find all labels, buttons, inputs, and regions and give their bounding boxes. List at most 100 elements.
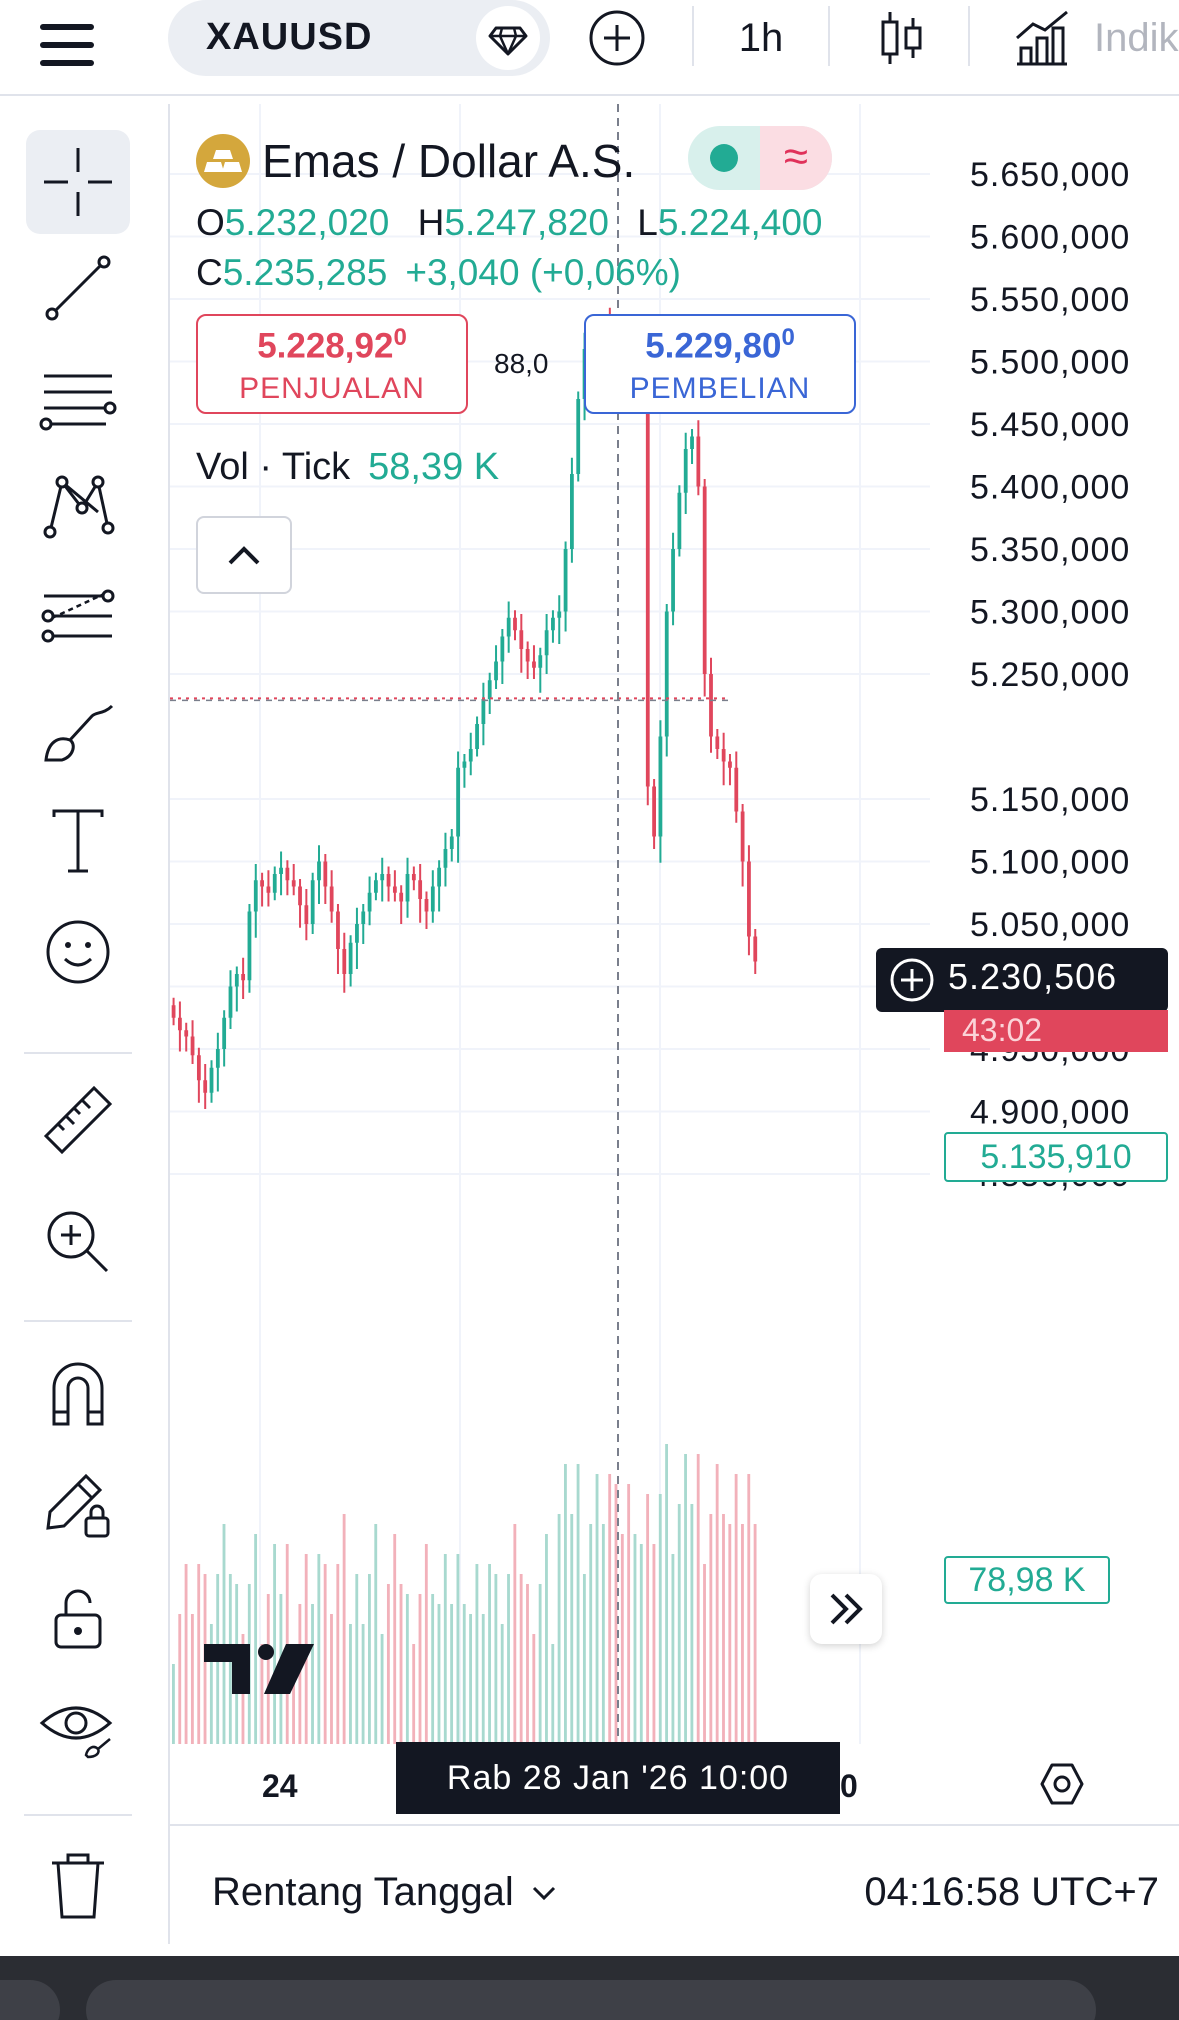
volume-bar xyxy=(684,1454,687,1744)
unlock-icon[interactable] xyxy=(26,1566,130,1670)
candle-body xyxy=(310,880,315,924)
high-value: 5.247,820 xyxy=(444,202,610,243)
hamburger-menu-icon[interactable] xyxy=(40,10,120,80)
candle-body xyxy=(557,611,562,618)
pattern-tool-icon[interactable] xyxy=(26,454,130,558)
candle-body xyxy=(285,867,290,881)
toolbar-divider xyxy=(24,1814,132,1816)
volume-label: Vol · Tick xyxy=(196,446,351,488)
candle-body xyxy=(304,905,309,924)
scroll-to-realtime-button[interactable] xyxy=(810,1574,882,1644)
volume-bar xyxy=(254,1534,258,1744)
chart-area[interactable]: 5.650,000 5.600,000 5.550,000 5.500,000 5.45… xyxy=(168,104,1179,1944)
candle-body xyxy=(563,549,568,612)
interval-button[interactable]: 1h xyxy=(738,15,784,60)
candle-body xyxy=(487,680,492,699)
price-marker-badge: 5.135,910 xyxy=(944,1132,1168,1182)
candle-body xyxy=(228,986,233,1018)
tradingview-logo-icon[interactable] xyxy=(204,1644,336,1699)
candles-chart-type-icon[interactable] xyxy=(870,6,934,70)
candle-body xyxy=(570,474,574,549)
trash-icon[interactable] xyxy=(26,1834,130,1938)
volume-bar xyxy=(330,1614,333,1744)
candle-body xyxy=(253,880,258,912)
candle-body xyxy=(456,767,460,837)
text-tool-icon[interactable] xyxy=(26,790,130,894)
price-tick-label: 5.600,000 xyxy=(970,219,1130,257)
volume-bar xyxy=(639,1544,643,1744)
volume-bar xyxy=(368,1574,371,1744)
volume-bar xyxy=(399,1584,403,1744)
horizontal-lines-icon[interactable] xyxy=(26,350,130,454)
candle-body xyxy=(513,617,517,631)
brush-icon[interactable] xyxy=(26,678,130,782)
change-value: +3,040 (+0,06%) xyxy=(405,252,681,293)
volume-bar xyxy=(178,1614,182,1744)
volume-bar xyxy=(722,1514,725,1744)
candle-body xyxy=(178,1017,182,1031)
emoji-icon[interactable] xyxy=(26,900,130,1004)
candle-body xyxy=(430,886,435,912)
candle-body xyxy=(323,861,328,887)
price-tick-label: 4.900,000 xyxy=(970,1094,1130,1132)
crosshair-icon[interactable] xyxy=(26,130,130,234)
volume-bar xyxy=(627,1484,631,1744)
trend-line-icon[interactable] xyxy=(26,236,130,340)
top-toolbar: XAUUSD 1h Indik xyxy=(0,0,1179,96)
visibility-eye-icon[interactable] xyxy=(26,1676,130,1780)
candle-body xyxy=(190,1036,195,1056)
sell-button[interactable]: 5.228,920 PENJUALAN xyxy=(196,314,468,414)
volume-bar xyxy=(620,1534,624,1744)
candle-body xyxy=(361,911,366,924)
volume-bar xyxy=(696,1454,700,1744)
candle-body xyxy=(348,942,353,974)
drawing-toolbar xyxy=(0,96,156,1956)
add-compare-icon[interactable] xyxy=(582,6,652,70)
gold-bars-icon xyxy=(196,134,250,188)
volume-bar xyxy=(538,1584,542,1744)
volume-bar xyxy=(197,1564,201,1744)
chart-settings-icon[interactable] xyxy=(1032,1754,1092,1814)
candle-body xyxy=(399,892,404,902)
date-range-button[interactable]: Rentang Tanggal xyxy=(212,1870,558,1915)
symbol-name: Emas / Dollar A.S. xyxy=(262,135,636,187)
lock-drawing-icon[interactable] xyxy=(26,1452,130,1556)
candle-body xyxy=(721,749,726,762)
magnet-icon[interactable] xyxy=(26,1342,130,1446)
timezone-clock[interactable]: 04:16:58 UTC+7 xyxy=(864,1870,1159,1914)
candle-body xyxy=(652,786,656,837)
candle-body xyxy=(671,549,675,612)
system-address-pill[interactable] xyxy=(86,1980,1096,2020)
volume-bar xyxy=(292,1654,295,1744)
ruler-icon[interactable] xyxy=(26,1068,130,1172)
low-key: L xyxy=(637,202,658,243)
volume-bar xyxy=(545,1534,548,1744)
volume-bar xyxy=(412,1644,416,1744)
toolbar-divider xyxy=(24,1052,132,1054)
indicators-icon[interactable] xyxy=(1012,6,1072,70)
candle-body xyxy=(677,492,682,549)
current-price-badge[interactable]: 5.230,506 xyxy=(876,948,1168,1012)
market-status-badge[interactable]: ≈ xyxy=(688,126,832,190)
diamond-icon[interactable] xyxy=(476,6,540,70)
forecast-tool-icon[interactable] xyxy=(26,564,130,668)
volume-bar xyxy=(393,1534,397,1744)
add-alert-icon[interactable] xyxy=(886,954,938,1006)
volume-bar xyxy=(576,1464,580,1744)
collapse-legend-button[interactable] xyxy=(196,516,292,594)
price-tick-label: 5.100,000 xyxy=(970,844,1130,882)
volume-bar xyxy=(437,1604,441,1744)
indicators-label[interactable]: Indik xyxy=(1094,15,1179,60)
candle-body xyxy=(317,861,321,881)
volume-bar xyxy=(405,1594,409,1744)
candle-body xyxy=(494,661,498,681)
buy-button[interactable]: 5.229,800 PEMBELIAN xyxy=(584,314,856,414)
symbol-search-button[interactable]: XAUUSD xyxy=(168,0,550,76)
volume-bar xyxy=(298,1604,302,1744)
volume-bar xyxy=(557,1514,561,1744)
high-key: H xyxy=(417,202,445,243)
volume-legend: Vol · Tick 58,39 K xyxy=(196,446,499,489)
bottom-bar: Rentang Tanggal 04:16:58 UTC+7 xyxy=(170,1824,1179,1944)
volume-bar xyxy=(646,1494,650,1744)
zoom-in-icon[interactable] xyxy=(26,1190,130,1294)
